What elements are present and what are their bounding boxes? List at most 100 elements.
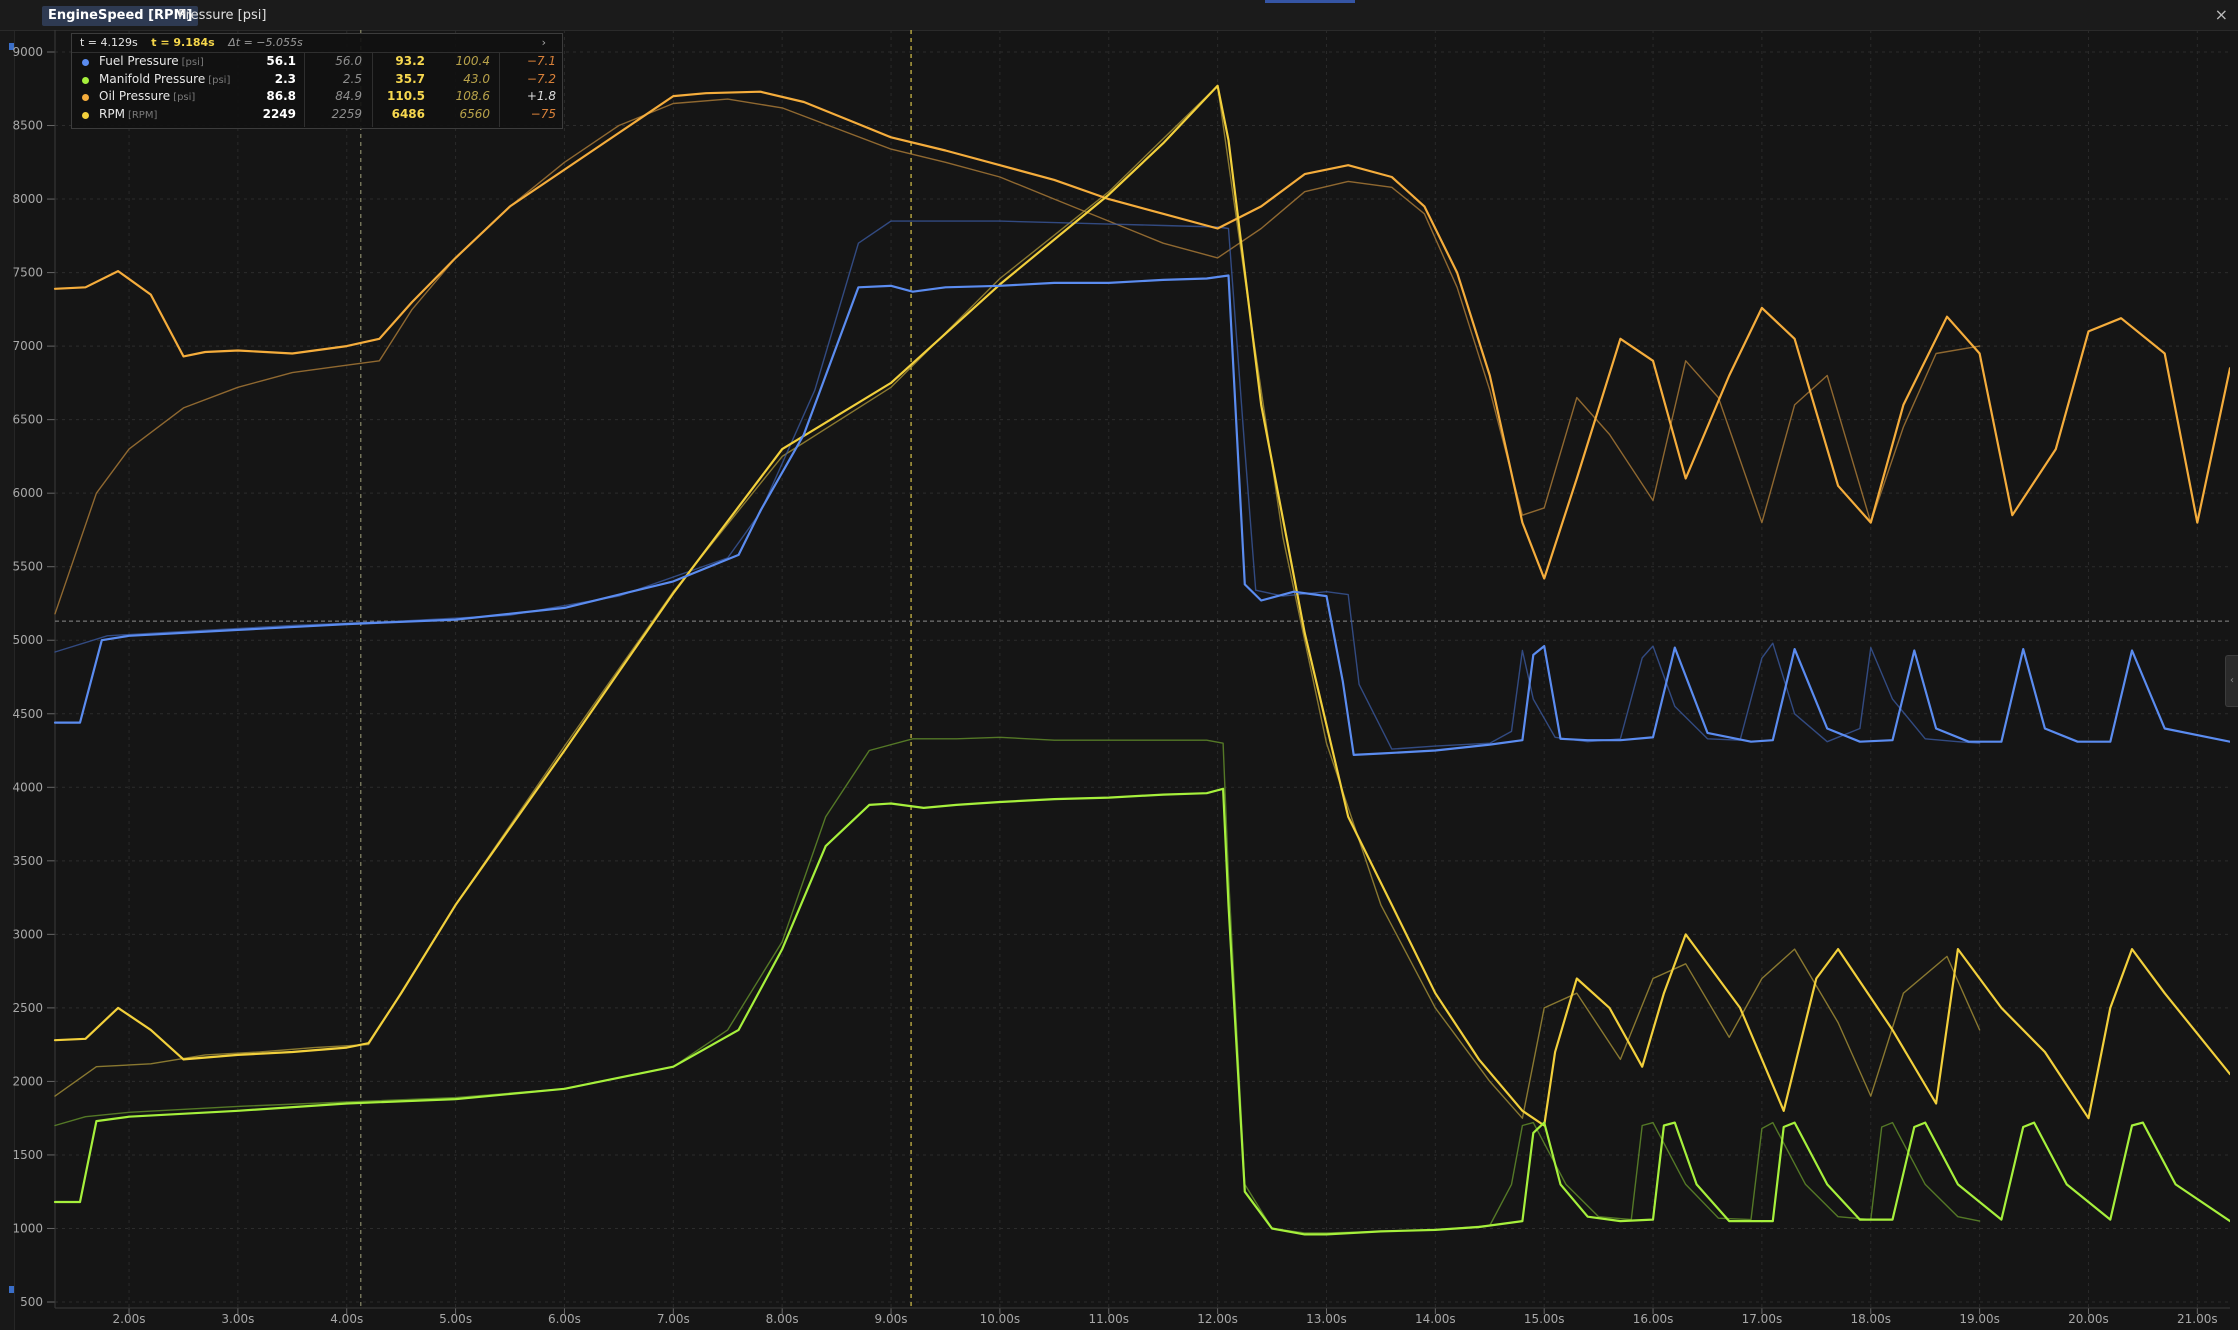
x-tick-label: 4.00s (330, 1312, 363, 1326)
y-tick-label: 500 (20, 1295, 43, 1309)
series-color-dot (82, 59, 89, 66)
left-scroll-rail[interactable] (0, 31, 15, 1330)
reference-lines (55, 30, 2230, 1308)
y-tick-label: 7000 (12, 339, 43, 353)
x-tick-label: 6.00s (548, 1312, 581, 1326)
y-tick-label: 4500 (12, 707, 43, 721)
title-accent (1265, 0, 1355, 3)
scroll-marker-bottom (9, 1286, 14, 1293)
series-line-manifold-pressure-ref (54, 736, 1981, 1234)
y-tick-label: 8000 (12, 192, 43, 206)
x-tick-label: 18.00s (1850, 1312, 1891, 1326)
x-tick-label: 21.00s (2177, 1312, 2218, 1326)
series-name: Oil Pressure [psi] (99, 89, 196, 103)
side-panel-handle[interactable]: ‹ (2225, 655, 2238, 707)
grid-lines (55, 30, 2230, 1308)
cursor-header: t = 4.129s t = 9.184s Δt = −5.055s › (72, 34, 562, 53)
series-line-fuel-pressure-ref (54, 220, 1981, 750)
x-tick-label: 20.00s (2068, 1312, 2109, 1326)
x-axis-ticks: 2.00s 3.00s 4.00s 5.00s 6.00s 7.00s 8.00s 9.00s… (55, 1307, 2230, 1326)
series-line-rpm-ref (54, 85, 1981, 1119)
series-line-manifold-pressure (53, 787, 2230, 1236)
x-tick-label: 14.00s (1415, 1312, 1456, 1326)
value-cursor-2: 6486 (391, 106, 425, 121)
series-line-oil-pressure (53, 90, 2230, 580)
y-tick-label: 6000 (12, 486, 43, 500)
x-tick-label: 9.00s (875, 1312, 908, 1326)
cursor-2-time: t = 9.184s (151, 36, 215, 49)
series-name: RPM [RPM] (99, 106, 158, 121)
value-ref-1: 56.0 (335, 54, 362, 68)
value-ref-1: 2259 (331, 106, 362, 121)
value-ref-2: 6560 (459, 106, 490, 121)
x-tick-label: 13.00s (1306, 1312, 1347, 1326)
x-tick-label: 16.00s (1633, 1312, 1674, 1326)
series-name: Fuel Pressure [psi] (99, 54, 204, 68)
value-cursor-1: 56.1 (266, 54, 296, 68)
legend-divider (304, 52, 305, 127)
value-ref-1: 84.9 (335, 89, 362, 103)
cursor-legend[interactable]: t = 4.129s t = 9.184s Δt = −5.055s › Fue… (71, 33, 563, 129)
x-tick-label: 7.00s (657, 1312, 690, 1326)
y-tick-label: 1000 (12, 1221, 43, 1235)
x-tick-label: 12.00s (1197, 1312, 1238, 1326)
y-tick-label: 5500 (12, 560, 43, 574)
cursor-delta-time: Δt = −5.055s (228, 36, 303, 49)
legend-row[interactable]: Manifold Pressure [psi] 2.3 2.5 35.7 43.0 −7.2 (72, 71, 562, 89)
series-line-fuel-pressure (53, 274, 2230, 756)
y-axis-ticks: 500 1000 1500 2000 2500 3000 3500 4000 4500 5000 5… (12, 30, 56, 1309)
tab-bar: EngineSpeed [RPM] Pressure [psi] × (0, 0, 2238, 31)
y-tick-label: 9000 (12, 45, 43, 59)
value-cursor-1: 86.8 (266, 89, 296, 103)
cursor-1-time: t = 4.129s (80, 36, 138, 49)
series-lines (53, 84, 2230, 1236)
x-tick-label: 11.00s (1088, 1312, 1129, 1326)
series-line-oil-pressure-ref (54, 98, 1981, 615)
value-cursor-1: 2249 (262, 106, 296, 121)
value-ref-2: 43.0 (463, 71, 490, 86)
legend-expand-icon[interactable]: › (541, 36, 546, 49)
legend-row[interactable]: RPM [RPM] 2249 2259 6486 6560 −75 (72, 106, 562, 124)
x-tick-label: 10.00s (980, 1312, 1021, 1326)
y-tick-label: 7500 (12, 266, 43, 280)
legend-divider (499, 52, 500, 127)
x-tick-label: 17.00s (1742, 1312, 1783, 1326)
tab-pressure[interactable]: Pressure [psi] (178, 8, 267, 23)
value-ref-1: 2.5 (342, 71, 362, 86)
series-unit: [psi] (181, 57, 204, 68)
x-tick-label: 8.00s (766, 1312, 799, 1326)
x-tick-label: 3.00s (221, 1312, 254, 1326)
value-ref-2: 100.4 (455, 54, 490, 68)
series-name: Manifold Pressure [psi] (99, 71, 231, 86)
value-delta: −7.2 (526, 71, 556, 86)
legend-row[interactable]: Fuel Pressure [psi] 56.1 56.0 93.2 100.4 −7.1 (72, 53, 562, 71)
series-line-rpm (53, 84, 2230, 1127)
tab-engine-speed[interactable]: EngineSpeed [RPM] (42, 6, 199, 26)
series-color-dot (82, 111, 89, 119)
y-tick-label: 6500 (12, 413, 43, 427)
series-unit: [psi] (173, 92, 196, 103)
value-cursor-2: 110.5 (387, 89, 425, 103)
series-color-dot (82, 94, 89, 101)
value-cursor-2: 35.7 (395, 71, 425, 86)
close-icon[interactable]: × (2214, 5, 2228, 24)
y-tick-label: 3000 (12, 927, 43, 941)
scroll-marker-top (9, 43, 14, 50)
y-tick-label: 3500 (12, 854, 43, 868)
series-unit: [RPM] (127, 109, 158, 121)
x-tick-label: 15.00s (1524, 1312, 1565, 1326)
legend-rows: Fuel Pressure [psi] 56.1 56.0 93.2 100.4 −7.1 M… (72, 53, 562, 123)
x-tick-label: 19.00s (1959, 1312, 2000, 1326)
y-tick-label: 2000 (12, 1074, 43, 1088)
value-delta: −75 (530, 106, 556, 121)
legend-row[interactable]: Oil Pressure [psi] 86.8 84.9 110.5 108.6 +1.8 (72, 88, 562, 106)
x-tick-label: 5.00s (439, 1312, 472, 1326)
x-tick-label: 2.00s (113, 1312, 146, 1326)
value-ref-2: 108.6 (455, 89, 490, 103)
y-tick-label: 8500 (12, 119, 43, 133)
legend-divider (372, 52, 373, 127)
chart-plot[interactable]: 500 1000 1500 2000 2500 3000 3500 4000 4500 5000 5… (0, 30, 2230, 1330)
series-unit: [psi] (208, 74, 231, 86)
series-color-dot (82, 76, 89, 84)
y-tick-label: 5000 (12, 633, 43, 647)
